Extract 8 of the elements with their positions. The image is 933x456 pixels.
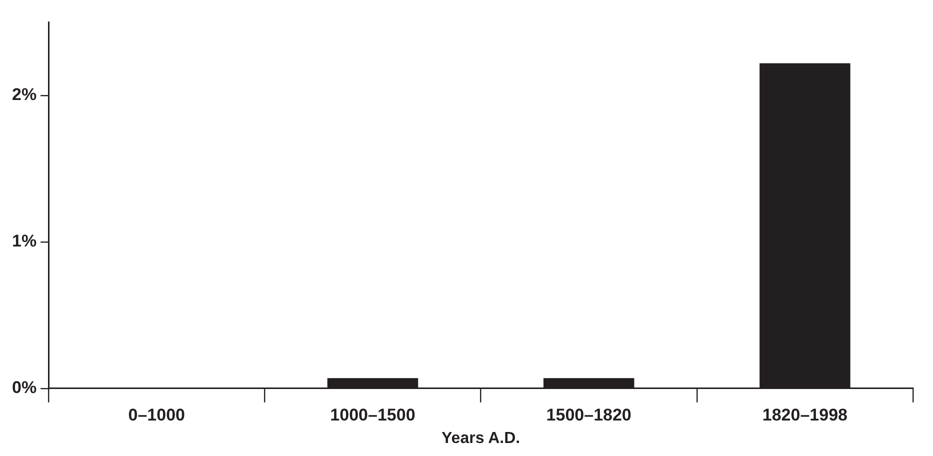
x-tick-label: 1820–1998 xyxy=(762,405,848,424)
x-tick-label: 0–1000 xyxy=(128,405,185,424)
y-tick-label: 2% xyxy=(12,85,37,104)
y-tick-label: 0% xyxy=(12,378,37,398)
x-tick-label: 1000–1500 xyxy=(330,405,416,424)
x-tick-label: 1500–1820 xyxy=(546,405,632,424)
y-tick-label: 1% xyxy=(12,232,37,251)
x-axis-title: Years A.D. xyxy=(442,430,520,447)
